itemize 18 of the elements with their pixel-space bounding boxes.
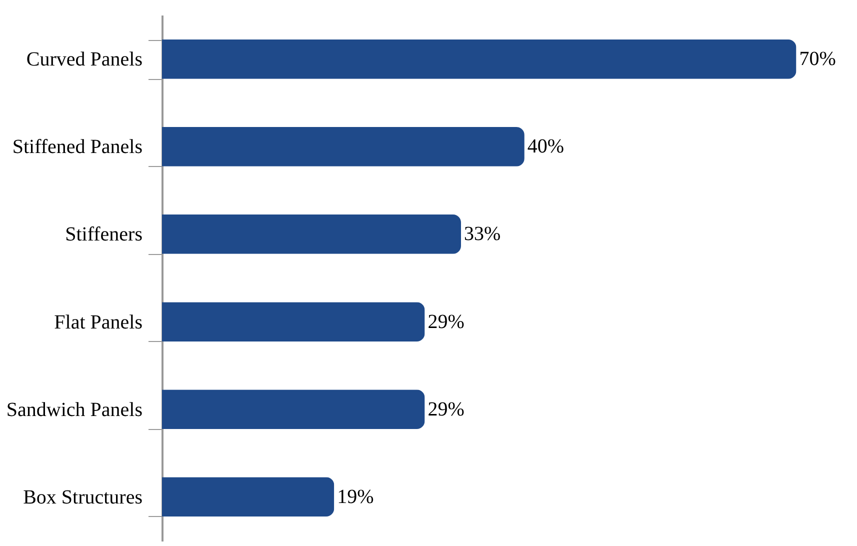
bar <box>162 302 425 342</box>
data-label: 29% <box>428 310 464 333</box>
bar <box>162 40 796 79</box>
y-tick-label: Sandwich Panels <box>6 398 143 421</box>
data-label: 40% <box>527 136 564 158</box>
y-tick-label: Curved Panels <box>26 48 143 71</box>
y-tick-label: Stiffeners <box>65 224 143 246</box>
data-label: 29% <box>428 398 464 420</box>
data-label: 33% <box>464 223 501 246</box>
bar <box>162 390 425 429</box>
y-tick-label: Box Structures <box>23 486 143 508</box>
bar <box>162 214 462 254</box>
y-tick-label: Flat Panels <box>54 311 143 334</box>
data-label: 19% <box>337 486 374 508</box>
data-label: 70% <box>799 48 836 70</box>
bar <box>162 127 524 166</box>
bar <box>162 477 334 516</box>
y-tick-label: Stiffened Panels <box>12 136 143 158</box>
